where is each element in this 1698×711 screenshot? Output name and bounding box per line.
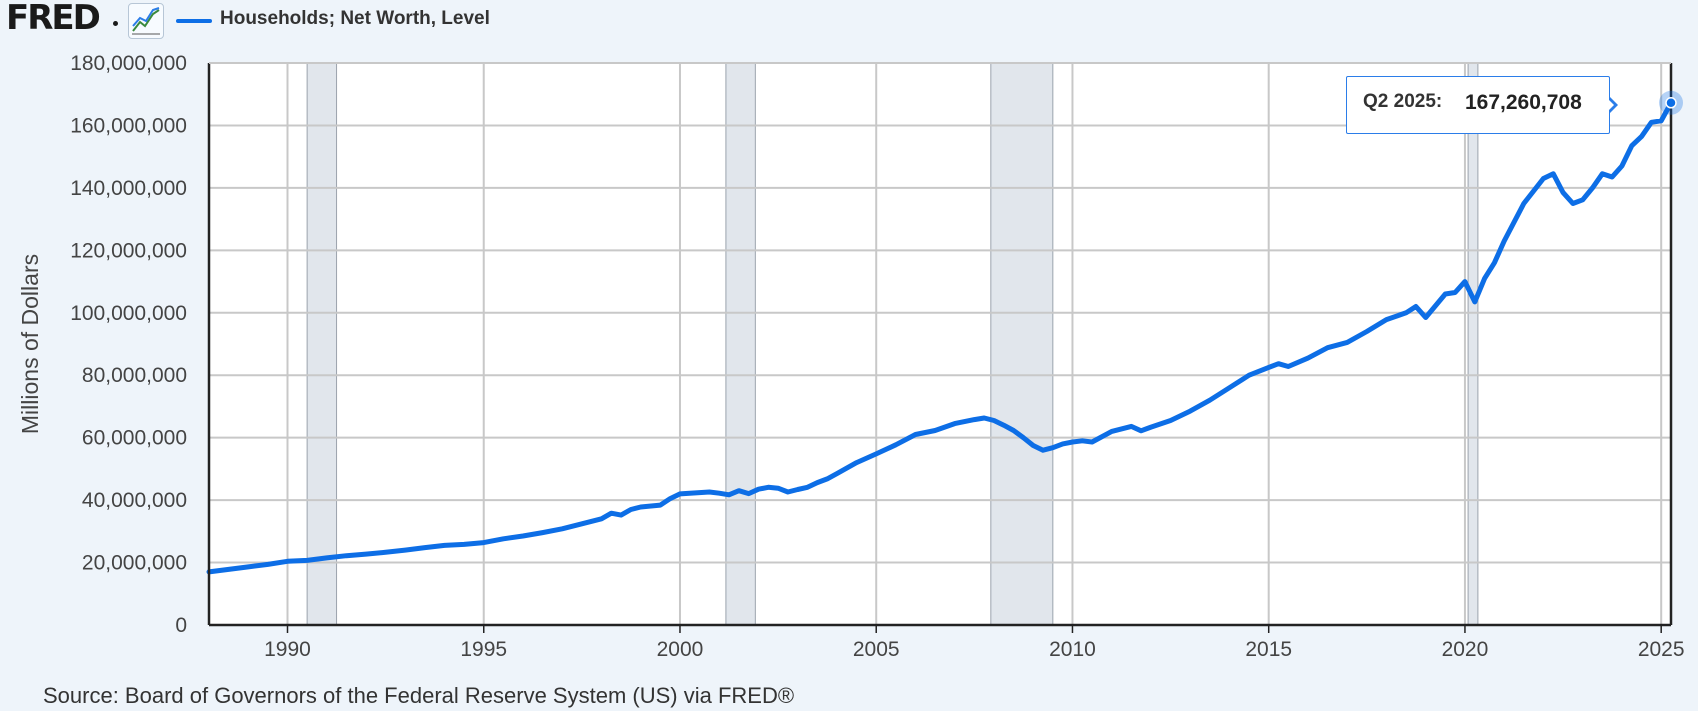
x-tick-label: 1995 xyxy=(460,638,507,661)
y-tick-label: 60,000,000 xyxy=(82,427,187,450)
plot-background xyxy=(209,63,1671,625)
x-tick-label: 2000 xyxy=(657,638,704,661)
recession-band xyxy=(306,62,338,626)
axes xyxy=(207,62,1673,627)
legend-series-label[interactable]: Households; Net Worth, Level xyxy=(220,8,490,29)
x-tick-label: 1990 xyxy=(264,638,311,661)
series-line[interactable] xyxy=(206,100,1674,575)
x-tick-label: 2015 xyxy=(1245,638,1292,661)
x-tick-label: 2020 xyxy=(1442,638,1489,661)
line-chart-icon[interactable] xyxy=(128,3,164,39)
y-tick-label: 140,000,000 xyxy=(70,177,187,200)
y-tick-label: 0 xyxy=(175,614,187,637)
source-note: Source: Board of Governors of the Federa… xyxy=(43,683,795,708)
tooltip-date: Q2 2025: xyxy=(1363,91,1443,112)
x-tick-label: 2025 xyxy=(1638,638,1685,661)
y-tick-label: 180,000,000 xyxy=(70,52,187,75)
value-tooltip: Q2 2025: 167,260,708 xyxy=(1346,76,1610,134)
legend-swatch xyxy=(176,19,212,23)
y-tick-label: 20,000,000 xyxy=(82,552,187,575)
plot-area xyxy=(209,63,1671,625)
recession-band xyxy=(990,62,1054,626)
y-tick-label: 40,000,000 xyxy=(82,489,187,512)
y-tick-label: 120,000,000 xyxy=(70,239,187,262)
x-tick-label: 2005 xyxy=(853,638,900,661)
recession-band xyxy=(1467,62,1479,626)
y-tick-label: 100,000,000 xyxy=(70,302,187,325)
hover-marker-layer xyxy=(1659,90,1683,115)
y-tick-labels: 0 20,000,000 40,000,000 60,000,000 80,000,00… xyxy=(70,52,187,637)
y-tick-label: 160,000,000 xyxy=(70,114,187,137)
tooltip-value: 167,260,708 xyxy=(1465,91,1582,114)
fred-logo[interactable]: FRED xyxy=(6,0,101,38)
hover-marker[interactable] xyxy=(1665,97,1677,109)
fred-logo-dot xyxy=(113,21,118,26)
recession-band xyxy=(725,62,756,626)
line-chart-icon-glyph xyxy=(132,7,160,35)
x-tick-labels: 1990 1995 2000 2005 2010 2015 2020 2025 xyxy=(264,625,1685,661)
series-layer xyxy=(206,100,1674,575)
y-axis-title: Millions of Dollars xyxy=(17,254,43,434)
tooltip-arrow-inner xyxy=(1607,98,1614,112)
x-tick-label: 2010 xyxy=(1049,638,1096,661)
y-tick-label: 80,000,000 xyxy=(82,364,187,387)
chart-header: FRED Households; Net Worth, Level xyxy=(0,0,1698,40)
